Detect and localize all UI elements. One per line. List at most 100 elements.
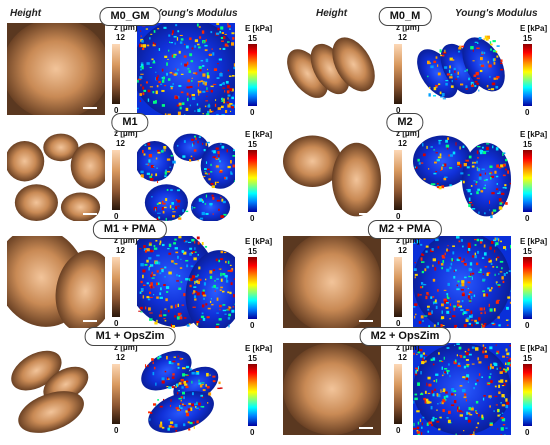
- condition-label-left-1: M1: [111, 113, 149, 132]
- modulus-map-right-2: [413, 236, 511, 328]
- modulus-min-label: 0: [525, 321, 530, 330]
- height-map-left-3: [7, 343, 105, 435]
- height-min-label: 0: [396, 319, 401, 328]
- modulus-max-label: 15: [248, 140, 257, 149]
- modulus-map-right-1: [413, 129, 511, 221]
- modulus-max-label: 15: [248, 247, 257, 256]
- modulus-colorbar: [248, 364, 257, 426]
- modulus-max-label: 15: [523, 34, 532, 43]
- modulus-colorbar: [523, 257, 532, 319]
- height-min-label: 0: [114, 426, 119, 435]
- modulus-colorbar: [523, 44, 532, 106]
- scale-bar: [359, 213, 373, 215]
- height-max-label: 12: [398, 139, 407, 148]
- height-max-label: 12: [398, 33, 407, 42]
- modulus-colorbar: [248, 150, 257, 212]
- scale-bar: [83, 107, 97, 109]
- height-max-label: 12: [398, 353, 407, 362]
- height-colorbar: [112, 44, 120, 104]
- modulus-map-left-0: [137, 23, 235, 115]
- height-map-left-2: [7, 236, 105, 328]
- modulus-min-label: 0: [250, 321, 255, 330]
- scale-bar: [359, 320, 373, 322]
- modulus-map-right-3: [413, 343, 511, 435]
- height-unit-label: z [μm]: [396, 129, 420, 138]
- height-unit-label: z [μm]: [114, 23, 138, 32]
- modulus-colorbar: [523, 150, 532, 212]
- scale-bar: [83, 213, 97, 215]
- modulus-min-label: 0: [525, 108, 530, 117]
- condition-label-right-0: M0_M: [378, 7, 432, 26]
- condition-label-left-0: M0_GM: [99, 7, 161, 26]
- condition-label-left-2: M1 + PMA: [92, 220, 168, 239]
- height-min-label: 0: [396, 212, 401, 221]
- modulus-colorbar: [248, 44, 257, 106]
- height-max-label: 12: [398, 246, 407, 255]
- height-unit-label: z [μm]: [114, 343, 138, 352]
- height-min-label: 0: [114, 212, 119, 221]
- modulus-unit-label: E [kPa]: [245, 24, 273, 33]
- condition-label-right-1: M2: [386, 113, 424, 132]
- height-max-label: 12: [116, 33, 125, 42]
- modulus-unit-label: E [kPa]: [520, 130, 548, 139]
- height-unit-label: z [μm]: [114, 129, 138, 138]
- height-min-label: 0: [114, 106, 119, 115]
- height-map-left-1: [7, 129, 105, 221]
- modulus-min-label: 0: [250, 428, 255, 437]
- height-unit-label: z [μm]: [396, 23, 420, 32]
- left-height-header: Height: [10, 8, 42, 19]
- height-map-right-1: [283, 129, 381, 221]
- modulus-map-left-1: [137, 129, 235, 221]
- right-modulus-header: Young's Modulus: [455, 8, 538, 19]
- modulus-min-label: 0: [250, 214, 255, 223]
- height-unit-label: z [μm]: [396, 236, 420, 245]
- modulus-max-label: 15: [248, 34, 257, 43]
- modulus-colorbar: [523, 364, 532, 426]
- modulus-min-label: 0: [525, 214, 530, 223]
- left-modulus-header: Young's Modulus: [155, 8, 238, 19]
- modulus-unit-label: E [kPa]: [520, 24, 548, 33]
- height-map-right-2: [283, 236, 381, 328]
- scale-bar: [359, 427, 373, 429]
- scale-bar: [359, 107, 373, 109]
- height-colorbar: [394, 150, 402, 210]
- height-colorbar: [394, 364, 402, 424]
- height-colorbar: [112, 150, 120, 210]
- modulus-colorbar: [248, 257, 257, 319]
- modulus-unit-label: E [kPa]: [245, 237, 273, 246]
- height-unit-label: z [μm]: [114, 236, 138, 245]
- height-min-label: 0: [114, 319, 119, 328]
- height-map-left-0: [7, 23, 105, 115]
- height-max-label: 12: [116, 246, 125, 255]
- height-map-right-0: [283, 23, 381, 115]
- condition-label-right-3: M2 + OpsZim: [359, 327, 451, 346]
- height-colorbar: [112, 364, 120, 424]
- height-colorbar: [112, 257, 120, 317]
- modulus-map-left-2: [137, 236, 235, 328]
- modulus-map-left-3: [137, 343, 235, 435]
- modulus-max-label: 15: [248, 354, 257, 363]
- modulus-map-right-0: [413, 23, 511, 115]
- height-max-label: 12: [116, 353, 125, 362]
- height-min-label: 0: [396, 426, 401, 435]
- modulus-unit-label: E [kPa]: [520, 237, 548, 246]
- height-unit-label: z [μm]: [396, 343, 420, 352]
- modulus-unit-label: E [kPa]: [245, 130, 273, 139]
- modulus-min-label: 0: [250, 108, 255, 117]
- scale-bar: [83, 320, 97, 322]
- height-max-label: 12: [116, 139, 125, 148]
- height-min-label: 0: [396, 106, 401, 115]
- modulus-max-label: 15: [523, 354, 532, 363]
- modulus-unit-label: E [kPa]: [245, 344, 273, 353]
- modulus-min-label: 0: [525, 428, 530, 437]
- modulus-unit-label: E [kPa]: [520, 344, 548, 353]
- condition-label-right-2: M2 + PMA: [367, 220, 443, 239]
- right-height-header: Height: [316, 8, 348, 19]
- height-map-right-3: [283, 343, 381, 435]
- modulus-max-label: 15: [523, 247, 532, 256]
- modulus-max-label: 15: [523, 140, 532, 149]
- height-colorbar: [394, 44, 402, 104]
- scale-bar: [83, 427, 97, 429]
- height-colorbar: [394, 257, 402, 317]
- condition-label-left-3: M1 + OpsZim: [84, 327, 176, 346]
